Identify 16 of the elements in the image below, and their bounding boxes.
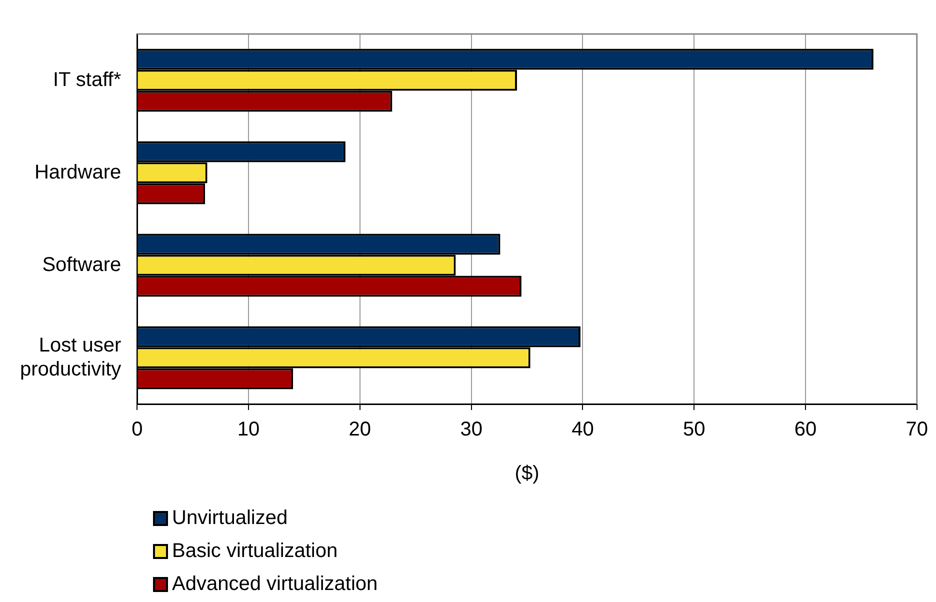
x-tick-label: 40	[572, 418, 594, 441]
x-tick-label: 20	[348, 418, 372, 441]
x-tick-label: 0	[132, 418, 143, 441]
legend-label: Unvirtualized	[172, 507, 288, 530]
legend-label: Basic virtualization	[172, 540, 338, 563]
x-tick-label: 10	[237, 418, 260, 441]
x-axis-title: ($)	[514, 462, 540, 485]
legend-label: Advanced virtualization	[172, 573, 378, 596]
x-tick-label: 60	[794, 418, 817, 441]
y-tick-label: IT staff*	[52, 68, 122, 91]
x-tick-label: 30	[460, 418, 482, 441]
y-tick-label: Hardware	[34, 161, 122, 184]
x-tick-label: 50	[682, 418, 706, 441]
y-tick-label: Software	[42, 254, 122, 276]
y-tick-label: Lost user productivity	[20, 334, 122, 380]
x-tick-label: 70	[906, 418, 928, 441]
